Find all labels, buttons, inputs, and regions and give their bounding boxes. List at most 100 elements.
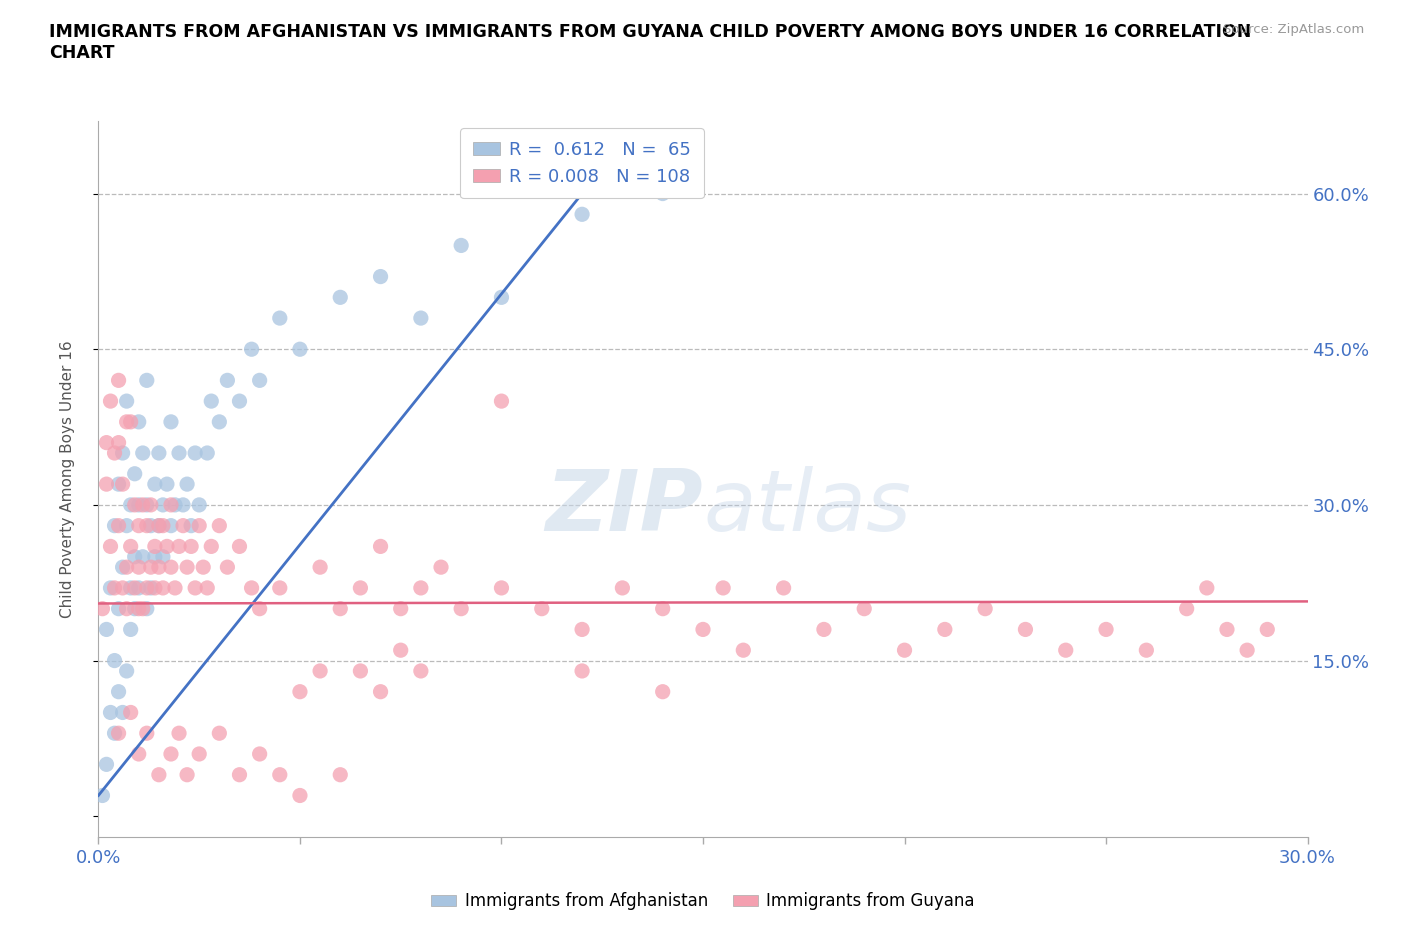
Legend: Immigrants from Afghanistan, Immigrants from Guyana: Immigrants from Afghanistan, Immigrants …: [425, 885, 981, 917]
Text: ZIP: ZIP: [546, 466, 703, 549]
Point: [409, 663, 432, 678]
Point: [240, 342, 263, 357]
Point: [195, 445, 218, 460]
Point: [1175, 601, 1198, 616]
Point: [974, 601, 997, 616]
Point: [1236, 643, 1258, 658]
Point: [188, 518, 211, 533]
Point: [152, 580, 174, 595]
Point: [120, 580, 142, 595]
Point: [208, 415, 231, 430]
Point: [167, 539, 190, 554]
Point: [91, 788, 114, 803]
Point: [120, 539, 142, 554]
Point: [349, 663, 371, 678]
Text: atlas: atlas: [703, 466, 911, 549]
Point: [288, 788, 311, 803]
Point: [163, 580, 186, 595]
Point: [120, 498, 142, 512]
Point: [160, 518, 183, 533]
Point: [152, 550, 174, 565]
Point: [329, 767, 352, 782]
Point: [96, 477, 118, 492]
Point: [143, 477, 166, 492]
Point: [217, 560, 239, 575]
Point: [1135, 643, 1157, 658]
Point: [195, 580, 218, 595]
Point: [772, 580, 794, 595]
Point: [139, 580, 162, 595]
Point: [329, 601, 352, 616]
Y-axis label: Child Poverty Among Boys Under 16: Child Poverty Among Boys Under 16: [60, 340, 75, 618]
Point: [103, 518, 125, 533]
Point: [176, 477, 198, 492]
Point: [103, 580, 125, 595]
Point: [813, 622, 835, 637]
Point: [115, 560, 138, 575]
Point: [309, 560, 332, 575]
Point: [152, 518, 174, 533]
Point: [249, 747, 271, 762]
Point: [370, 269, 392, 284]
Point: [160, 560, 183, 575]
Point: [107, 684, 129, 699]
Point: [124, 601, 146, 616]
Point: [148, 518, 170, 533]
Point: [1014, 622, 1036, 637]
Point: [571, 622, 593, 637]
Point: [370, 539, 392, 554]
Point: [96, 622, 118, 637]
Point: [143, 550, 166, 565]
Point: [148, 560, 170, 575]
Point: [107, 477, 129, 492]
Point: [288, 342, 311, 357]
Point: [491, 290, 513, 305]
Point: [135, 725, 157, 740]
Point: [128, 415, 150, 430]
Point: [370, 684, 392, 699]
Point: [711, 580, 734, 595]
Point: [249, 601, 271, 616]
Point: [200, 393, 222, 408]
Point: [208, 725, 231, 740]
Text: IMMIGRANTS FROM AFGHANISTAN VS IMMIGRANTS FROM GUYANA CHILD POVERTY AMONG BOYS U: IMMIGRANTS FROM AFGHANISTAN VS IMMIGRANT…: [49, 23, 1251, 62]
Point: [172, 498, 194, 512]
Point: [120, 415, 142, 430]
Point: [163, 498, 186, 512]
Point: [139, 518, 162, 533]
Point: [208, 518, 231, 533]
Point: [107, 373, 129, 388]
Point: [115, 601, 138, 616]
Point: [651, 684, 673, 699]
Point: [491, 580, 513, 595]
Point: [1195, 580, 1218, 595]
Point: [934, 622, 956, 637]
Point: [389, 601, 412, 616]
Point: [124, 580, 146, 595]
Point: [148, 445, 170, 460]
Point: [430, 560, 453, 575]
Point: [128, 580, 150, 595]
Point: [135, 498, 157, 512]
Point: [100, 705, 122, 720]
Point: [571, 206, 593, 221]
Point: [107, 435, 129, 450]
Point: [128, 498, 150, 512]
Point: [143, 580, 166, 595]
Point: [217, 373, 239, 388]
Point: [167, 725, 190, 740]
Point: [409, 311, 432, 325]
Point: [132, 601, 155, 616]
Point: [733, 643, 755, 658]
Point: [160, 415, 183, 430]
Point: [100, 539, 122, 554]
Point: [329, 290, 352, 305]
Point: [128, 518, 150, 533]
Point: [176, 560, 198, 575]
Point: [1095, 622, 1118, 637]
Point: [156, 477, 179, 492]
Point: [389, 643, 412, 658]
Point: [107, 518, 129, 533]
Point: [692, 622, 714, 637]
Point: [115, 663, 138, 678]
